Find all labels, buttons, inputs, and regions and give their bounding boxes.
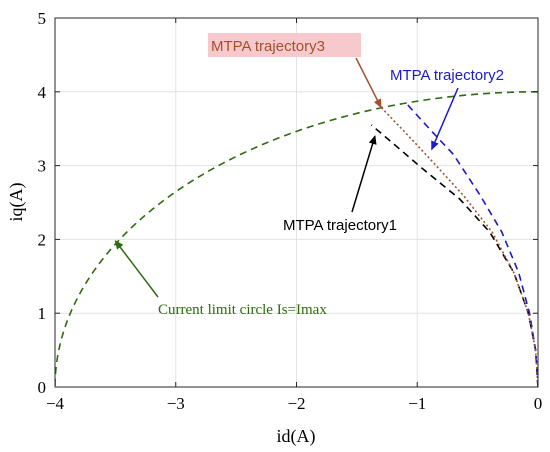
annotation-1-text: MTPA trajectory3 [211, 38, 325, 55]
x-axis-label: id(A) [277, 426, 316, 447]
annotation-3-text: MTPA trajectory1 [283, 217, 397, 234]
y-tick-label: 1 [38, 304, 47, 323]
x-tick-label: 0 [534, 394, 543, 413]
y-tick-label: 3 [38, 157, 47, 176]
x-tick-label: −2 [287, 394, 305, 413]
y-tick-label: 5 [38, 9, 47, 28]
y-tick-label: 4 [38, 83, 47, 102]
series-line-2 [370, 124, 538, 387]
annotation-3-arrow [351, 135, 377, 213]
series-line-3 [404, 101, 538, 387]
x-tick-label: −3 [167, 394, 185, 413]
annotation-2-text: MTPA trajectory2 [390, 67, 504, 84]
annotations: MTPA trajectory3 MTPA trajectory2 MTPA t… [114, 33, 504, 318]
annotation-1-arrow [355, 57, 382, 109]
annotation-2-arrow [431, 87, 459, 151]
ticks: −4 −3 −2 −1 0 0 1 2 3 4 5 [38, 9, 543, 413]
y-tick-label: 0 [38, 378, 47, 397]
series-line-4 [380, 106, 538, 387]
y-tick-label: 2 [38, 230, 47, 249]
annotation-1-highlight [208, 33, 361, 57]
y-axis-label: iq(A) [6, 183, 27, 222]
x-tick-label: −1 [408, 394, 426, 413]
annotation-4-arrow [114, 240, 159, 298]
x-tick-label: −4 [46, 394, 65, 413]
plot-area [55, 91, 538, 387]
annotation-4-text: Current limit circle Is=Imax [158, 302, 327, 318]
series-line-1 [55, 91, 538, 387]
